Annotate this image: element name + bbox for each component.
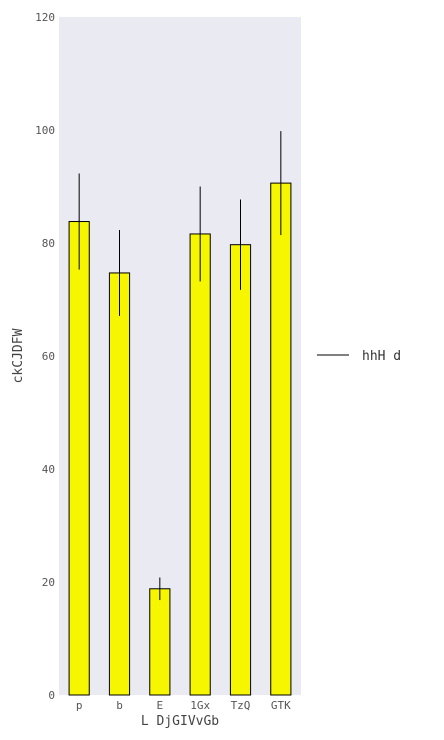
y-tick-label: 120 [35,11,55,24]
error-bars-layer [78,131,282,601]
bar-GTK [270,182,292,696]
bars-layer [68,182,292,696]
x-tick-label: 1Gx [190,699,210,712]
x-axis-ticks: p b E 1Gx TzQ GTK [76,699,291,712]
x-axis-label: L DjGIVvGb [141,714,219,729]
x-tick-label: TzQ [231,699,251,712]
plot-area [59,17,301,695]
y-tick-label: 0 [48,689,55,702]
y-axis-label: ckCJDFW [11,328,26,383]
x-tick-label: p [76,699,83,712]
bar-p [68,221,90,696]
bar-b [108,272,131,696]
bar-E [149,588,171,696]
y-axis-ticks: 0 20 40 60 80 100 120 [35,11,55,702]
y-tick-label: 80 [42,237,55,250]
y-tick-label: 100 [35,124,55,137]
x-tick-label: E [157,699,164,712]
legend-label: hhH d [362,349,401,364]
x-tick-label: b [116,699,123,712]
legend: hhH d [317,349,401,364]
bar-TzQ [229,244,252,696]
y-tick-label: 20 [42,576,55,589]
x-tick-label: GTK [271,699,291,712]
bar-1Gx [189,233,211,696]
y-tick-label: 40 [42,463,55,476]
y-tick-label: 60 [42,350,55,363]
